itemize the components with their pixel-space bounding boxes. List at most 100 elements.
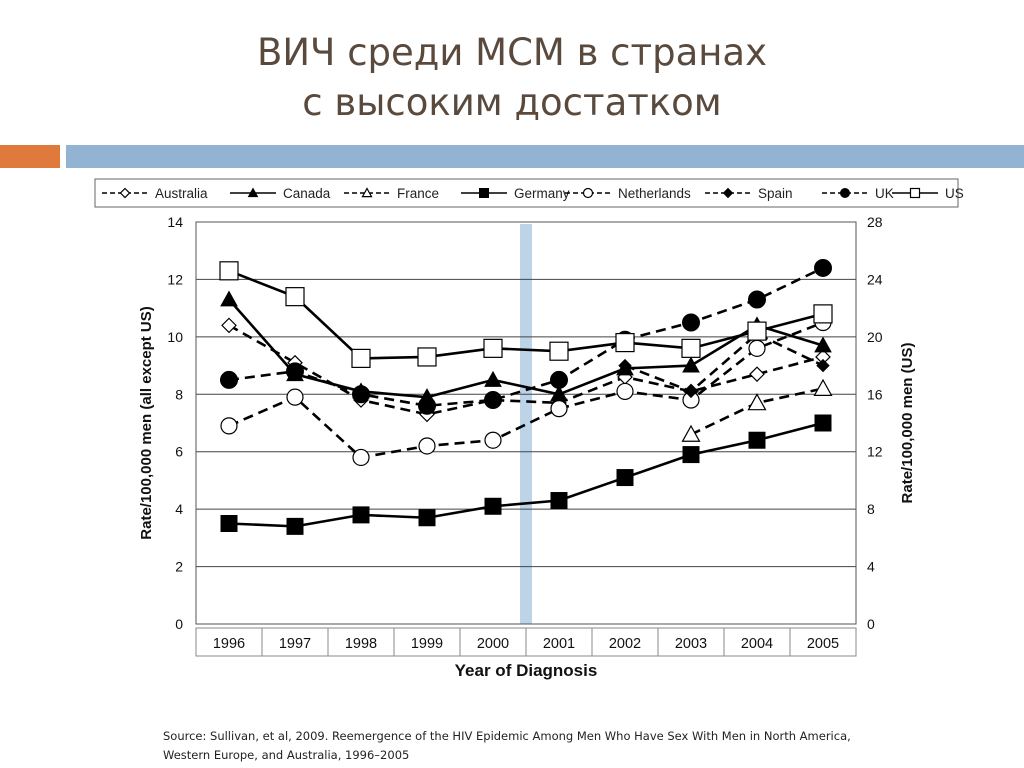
data-point-netherlands <box>352 448 370 467</box>
y-tick-label-right: 4 <box>867 559 875 575</box>
data-point-us <box>483 338 503 358</box>
series-line-germany <box>228 421 824 528</box>
y-axis-label-right: Rate/100,000 men (US) <box>899 343 916 504</box>
y-tick-label-left: 14 <box>167 214 183 230</box>
x-tick-box <box>195 627 263 657</box>
legend-marker-france <box>361 187 373 198</box>
y-tick-label-left: 6 <box>175 444 183 460</box>
data-point-uk <box>418 396 436 415</box>
y-tick-label-right: 8 <box>867 501 875 517</box>
y-tick-label-left: 0 <box>175 616 183 632</box>
data-point-canada <box>220 290 238 307</box>
x-tick-label: 2001 <box>543 636 575 652</box>
data-point-netherlands <box>286 388 304 406</box>
data-point-canada <box>484 370 502 387</box>
legend-label-france: France <box>397 186 439 201</box>
legend-marker-us <box>909 187 921 199</box>
data-point-us <box>615 333 635 353</box>
data-point-uk <box>550 370 568 389</box>
legend-item-netherlands: Netherlands <box>565 186 691 201</box>
y-tick-label-left: 12 <box>167 271 183 287</box>
y-axis-label-left: Rate/100,000 men (all except US) <box>138 306 155 539</box>
x-tick-box <box>459 627 527 657</box>
data-point-germany <box>550 492 568 510</box>
data-point-germany <box>352 506 370 524</box>
y-tick-label-right: 16 <box>867 386 883 402</box>
series-line-us <box>228 269 824 360</box>
data-point-us <box>219 261 239 281</box>
legend-marker-germany <box>479 188 489 198</box>
y-tick-label-right: 0 <box>867 616 875 632</box>
plot-frame <box>195 221 857 625</box>
accent-bar-blue <box>66 145 1024 168</box>
legend-label-canada: Canada <box>283 186 331 201</box>
x-tick-label: 2002 <box>609 636 641 652</box>
series-france <box>681 378 833 442</box>
legend-marker-netherlands <box>582 187 594 199</box>
data-point-netherlands <box>418 437 436 455</box>
data-point-uk <box>484 391 502 410</box>
accent-bar-orange <box>0 145 60 168</box>
data-point-uk <box>220 370 238 389</box>
data-point-germany <box>814 414 832 432</box>
y-tick-label-left: 10 <box>167 329 183 345</box>
slide-title: ВИЧ среди МСМ в странах с высоким достат… <box>0 28 1024 128</box>
x-tick-box <box>525 627 593 657</box>
x-tick-box <box>723 627 791 657</box>
data-point-germany <box>682 446 700 464</box>
x-tick-label: 2000 <box>477 636 509 652</box>
data-point-netherlands <box>748 339 766 357</box>
data-point-us <box>681 338 701 358</box>
data-point-us <box>417 347 437 367</box>
x-tick-label: 1999 <box>411 636 443 652</box>
legend-marker-canada <box>247 187 259 198</box>
legend-item-spain: Spain <box>705 186 793 201</box>
data-point-netherlands <box>220 417 238 435</box>
x-tick-box <box>261 627 329 657</box>
legend-marker-uk <box>840 188 850 198</box>
data-point-spain <box>618 358 632 373</box>
series-line-netherlands <box>228 321 824 459</box>
legend-marker-spain <box>722 187 734 199</box>
data-point-spain <box>684 384 698 399</box>
legend-item-germany: Germany <box>461 186 570 201</box>
data-point-us <box>747 321 767 341</box>
legend-item-france: France <box>344 186 439 201</box>
data-point-us <box>285 287 305 307</box>
title-line-1: ВИЧ среди МСМ в странах <box>257 31 767 74</box>
data-point-germany <box>418 509 436 527</box>
source-citation: Source: Sullivan, et al, 2009. Reemergen… <box>163 729 851 762</box>
y-tick-label-right: 28 <box>867 214 883 230</box>
data-point-uk <box>682 313 700 332</box>
y-tick-label-right: 20 <box>867 329 883 345</box>
y-tick-label-left: 8 <box>175 386 183 402</box>
x-tick-label: 2003 <box>675 636 707 652</box>
legend-item-canada: Canada <box>230 186 331 201</box>
data-point-uk <box>748 290 766 309</box>
data-point-germany <box>748 431 766 449</box>
series-line-spain <box>624 332 824 393</box>
y-tick-label-right: 24 <box>867 271 883 287</box>
legend-label-australia: Australia <box>155 186 208 201</box>
x-tick-box <box>393 627 461 657</box>
highlight-band <box>520 224 532 624</box>
data-point-uk <box>814 258 832 277</box>
legend-item-australia: Australia <box>102 186 208 201</box>
data-point-canada <box>814 336 832 353</box>
data-point-uk <box>286 362 304 381</box>
legend-item-us: US <box>892 186 964 201</box>
data-point-spain <box>816 358 830 373</box>
data-point-us <box>351 348 371 368</box>
data-point-us <box>813 304 833 324</box>
legend-label-us: US <box>945 186 964 201</box>
title-line-2: с высоким достатком <box>302 81 722 124</box>
legend-marker-australia <box>119 187 131 199</box>
data-point-germany <box>616 469 634 487</box>
series-line-australia <box>228 324 824 416</box>
data-point-france <box>813 378 833 396</box>
data-point-australia <box>749 366 765 383</box>
legend-label-germany: Germany <box>514 186 570 201</box>
x-tick-box <box>591 627 659 657</box>
x-tick-label: 2004 <box>741 636 773 652</box>
